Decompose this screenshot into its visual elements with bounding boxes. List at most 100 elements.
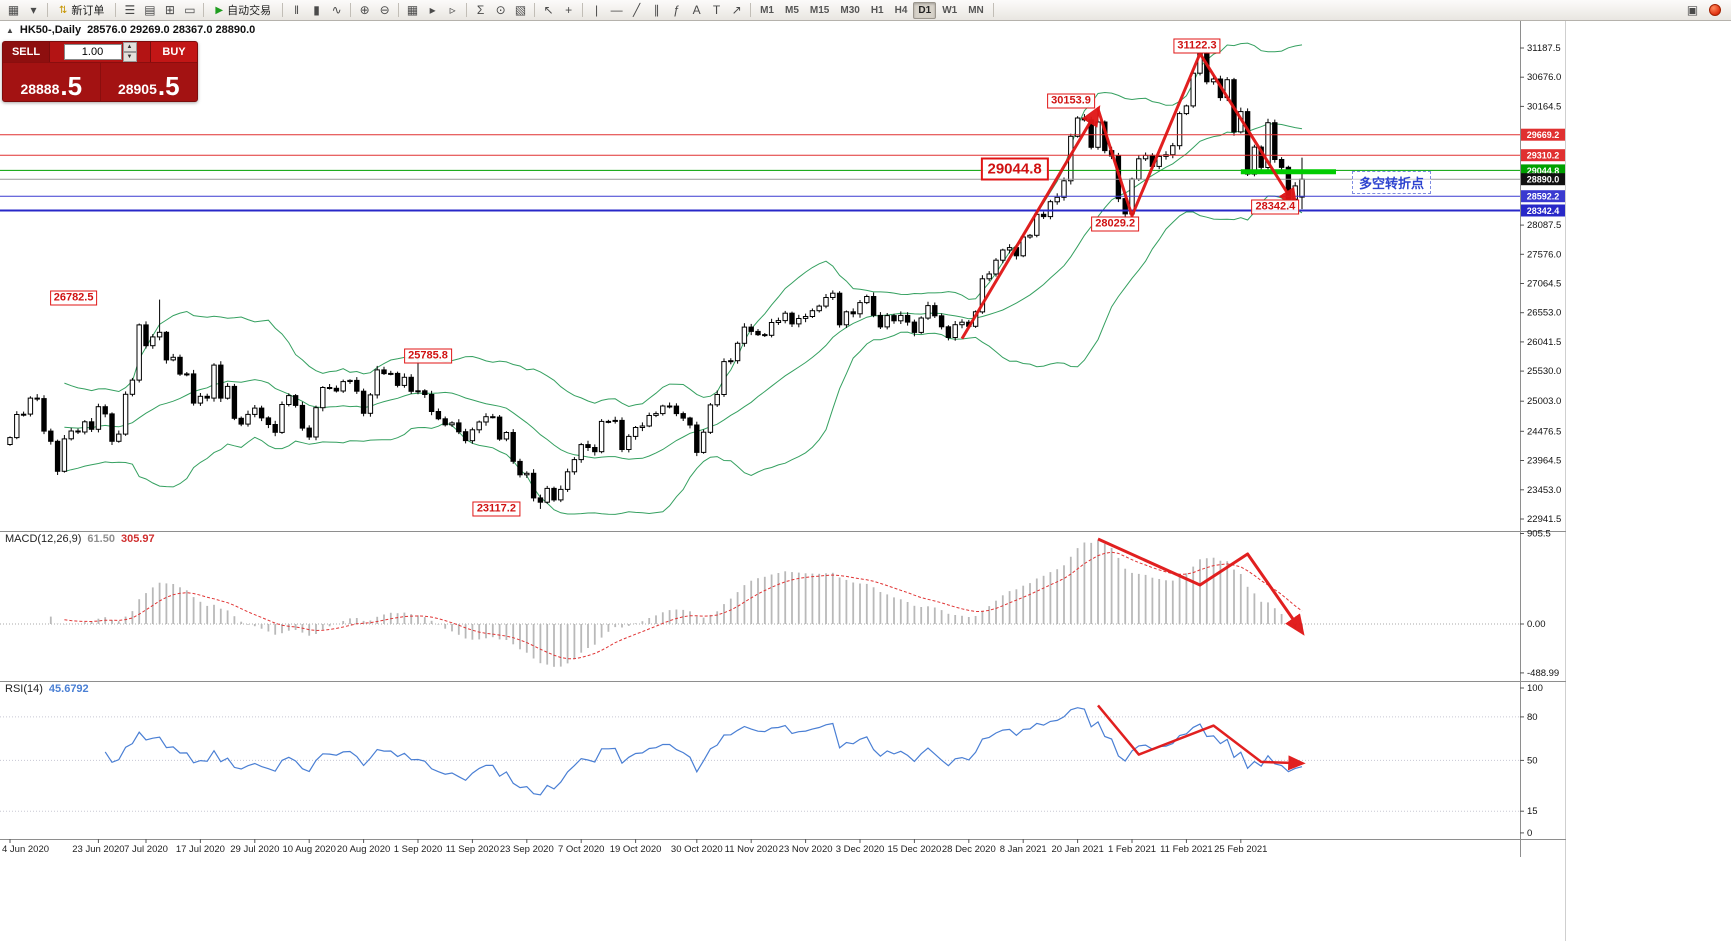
text-icon[interactable]: A [692,3,701,17]
terminal-icon[interactable]: ▭ [184,3,196,17]
navigator-icon[interactable]: ⊞ [164,3,175,17]
chart-shift-icon[interactable]: ▹ [449,3,456,17]
timeframe-m5-button[interactable]: M5 [785,4,799,16]
arrows-icon[interactable]: ↗ [731,3,742,17]
toolbar-separator [203,3,205,17]
macd-signal-line [64,551,1303,660]
svg-text:905.5: 905.5 [1527,529,1551,540]
zoom-out-icon[interactable]: ⊖ [379,3,390,17]
svg-text:29044.8: 29044.8 [1527,166,1560,176]
rsi-indicator-label: RSI(14) 45.6792 [5,683,89,695]
svg-text:24476.5: 24476.5 [1527,426,1561,437]
zoom-in-icon[interactable]: ⊕ [359,3,370,17]
svg-text:0: 0 [1527,828,1532,839]
timeframe-mn-button[interactable]: MN [968,4,984,16]
svg-text:50: 50 [1527,755,1538,766]
time-axis[interactable]: 4 Jun 2020 23 Jun 2020 7 Jul 2020 17 Jul 20… [2,839,1267,855]
svg-text:19 Oct 2020: 19 Oct 2020 [610,844,662,855]
volume-input[interactable] [63,44,122,60]
svg-text:8 Jan 2021: 8 Jan 2021 [1000,844,1047,855]
macd-signal-value: 305.97 [120,533,155,545]
symbol-info: ▲ HK50-,Daily 28576.0 29269.0 28367.0 28… [6,24,255,36]
toolbar-separator [47,3,48,17]
templates-icon[interactable]: ▧ [514,3,527,17]
timeframe-h1-button[interactable]: H1 [870,4,884,16]
svg-text:-488.99: -488.99 [1527,668,1559,679]
indicators-icon[interactable]: Σ [476,3,485,17]
symbol-triangle-icon: ▲ [6,25,14,35]
candlestick-mode-icon[interactable]: ▮ [313,3,320,17]
rsi-levels [0,716,1520,812]
line-chart-mode-icon[interactable]: ∿ [331,3,342,17]
cursor-icon[interactable]: ↖ [543,3,554,17]
svg-text:30 Oct 2020: 30 Oct 2020 [671,844,723,855]
new-chart-icon[interactable]: ▦ [7,3,20,17]
bar-chart-mode-icon[interactable]: ‖ [294,3,300,17]
sell-price[interactable]: 28888 .5 [3,63,101,101]
vertical-line-icon[interactable]: | [595,3,599,17]
panel-separators [0,21,1566,857]
auto-scroll-icon[interactable]: ▸ [429,3,436,17]
connection-status-icon [1709,4,1721,16]
horizontal-line-icon[interactable]: — [610,3,623,17]
window-layout-icon[interactable]: ▣ [1686,3,1699,17]
turning-point-note[interactable]: 多空转折点 [1352,171,1432,194]
svg-text:23 Jun 2020: 23 Jun 2020 [72,844,124,855]
symbol-title: HK50-,Daily [19,24,82,36]
volume-up-button[interactable]: ▲ [122,42,137,52]
fibonacci-icon[interactable]: ƒ [673,3,680,17]
order-panel-prices: 28888 .5 28905 .5 [3,63,197,101]
svg-text:28342.4: 28342.4 [1527,206,1560,216]
trend-arrows[interactable] [960,52,1306,771]
svg-text:25003.0: 25003.0 [1527,396,1561,407]
price-chart[interactable]: 31187.5 30676.0 30164.5 28087.5 27576.0 27064… [0,21,1566,941]
toolbar-separator [582,3,584,17]
timeframe-m1-button[interactable]: M1 [760,4,774,16]
volume-down-button[interactable]: ▼ [122,52,137,62]
sell-price-frac: .5 [60,71,83,102]
market-watch-icon[interactable]: ☰ [124,3,136,17]
svg-text:80: 80 [1527,712,1538,723]
svg-text:22941.5: 22941.5 [1527,514,1561,525]
new-order-icon: ⇅ [59,4,68,16]
svg-text:15: 15 [1527,806,1538,817]
svg-text:26041.5: 26041.5 [1527,337,1561,348]
periods-icon[interactable]: ⊙ [495,3,506,17]
svg-text:17 Jul 2020: 17 Jul 2020 [176,844,225,855]
svg-text:31187.5: 31187.5 [1527,43,1561,54]
timeframe-m15-button[interactable]: M15 [809,4,830,16]
timeframe-d1-button[interactable]: D1 [913,1,937,19]
data-window-icon[interactable]: ▤ [144,3,156,17]
svg-text:27064.5: 27064.5 [1527,279,1561,290]
timeframe-m30-button[interactable]: M30 [840,4,860,16]
right-empty-area [1566,21,1731,941]
svg-text:4 Jun 2020: 4 Jun 2020 [2,844,49,855]
new-order-button[interactable]: ⇅ 新订单 [52,2,111,19]
svg-text:20 Aug 2020: 20 Aug 2020 [337,844,390,855]
buy-button[interactable]: BUY [150,42,197,62]
auto-trading-button[interactable]: ▶ 自动交易 [208,2,278,19]
svg-text:10 Aug 2020: 10 Aug 2020 [283,844,336,855]
crosshair-icon[interactable]: + [565,3,573,17]
channel-icon[interactable]: ∥ [653,3,660,17]
tile-windows-icon[interactable]: ▦ [406,3,419,17]
volume-control: ▲ ▼ [50,42,150,62]
label-icon[interactable]: T [712,3,721,17]
buy-price[interactable]: 28905 .5 [101,63,198,101]
svg-text:11 Feb 2021: 11 Feb 2021 [1160,844,1213,855]
new-order-button-label: 新订单 [71,5,105,17]
chart-list-dropdown-icon[interactable]: ▾ [30,3,37,17]
timeframe-w1-button[interactable]: W1 [942,4,958,16]
svg-text:29 Jul 2020: 29 Jul 2020 [230,844,279,855]
sell-button[interactable]: SELL [3,42,50,62]
svg-text:23 Nov 2020: 23 Nov 2020 [779,844,833,855]
buy-price-main: 28905 [117,80,157,97]
trendline-icon[interactable]: ╱ [632,3,641,17]
svg-text:1 Sep 2020: 1 Sep 2020 [394,844,443,855]
chart-window[interactable]: 31187.5 30676.0 30164.5 28087.5 27576.0 27064… [0,21,1566,941]
macd-histogram [0,540,1520,667]
toolbar-separator [282,3,284,17]
timeframe-h4-button[interactable]: H4 [894,4,908,16]
price-axis[interactable]: 31187.5 30676.0 30164.5 28087.5 27576.0 27064… [1520,43,1565,839]
svg-text:29310.2: 29310.2 [1527,151,1560,161]
